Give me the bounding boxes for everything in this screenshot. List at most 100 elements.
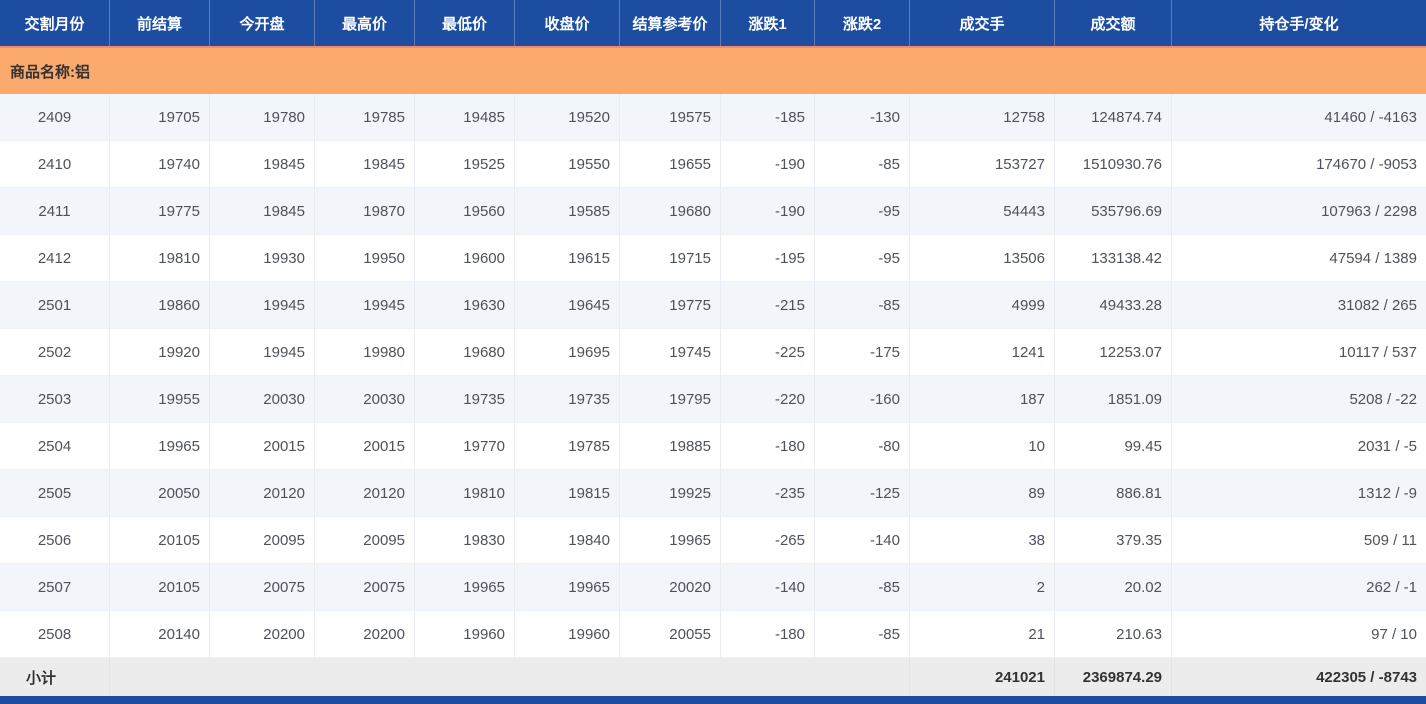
cell-prev_settlement: 19955 xyxy=(110,376,210,423)
cell-high: 20030 xyxy=(315,376,415,423)
cell-settlement_ref: 19795 xyxy=(620,376,721,423)
cell-open: 19945 xyxy=(210,329,315,376)
column-header-low: 最低价 xyxy=(415,0,515,46)
table-row: 2410 19740 19845 19845 19525 19550 19655 -190 -8… xyxy=(0,141,1426,188)
cell-volume: 153727 xyxy=(910,141,1055,188)
column-header-turnover: 成交额 xyxy=(1055,0,1172,46)
cell-open_interest: 107963 / 2298 xyxy=(1172,188,1426,235)
cell-change1: -195 xyxy=(721,235,815,282)
cell-settlement_ref: 19575 xyxy=(620,94,721,141)
cell-settlement_ref: 19745 xyxy=(620,329,721,376)
cell-close: 19550 xyxy=(515,141,620,188)
cell-settlement_ref: 19655 xyxy=(620,141,721,188)
cell-open_interest: 5208 / -22 xyxy=(1172,376,1426,423)
cell-open: 20015 xyxy=(210,423,315,470)
column-header-close: 收盘价 xyxy=(515,0,620,46)
cell-month: 2505 xyxy=(0,470,110,517)
cell-volume: 21 xyxy=(910,611,1055,658)
commodity-name-label: 商品名称:铝 xyxy=(0,46,1426,94)
cell-open_interest: 47594 / 1389 xyxy=(1172,235,1426,282)
cell-open_interest: 262 / -1 xyxy=(1172,564,1426,611)
cell-volume: 89 xyxy=(910,470,1055,517)
cell-low: 19630 xyxy=(415,282,515,329)
cell-month: 2507 xyxy=(0,564,110,611)
cell-turnover: 886.81 xyxy=(1055,470,1172,517)
cell-volume: 38 xyxy=(910,517,1055,564)
cell-turnover: 49433.28 xyxy=(1055,282,1172,329)
cell-prev_settlement: 19705 xyxy=(110,94,210,141)
cell-open_interest: 31082 / 265 xyxy=(1172,282,1426,329)
cell-prev_settlement: 19740 xyxy=(110,141,210,188)
cell-month: 2502 xyxy=(0,329,110,376)
cell-volume: 10 xyxy=(910,423,1055,470)
cell-change2: -80 xyxy=(815,423,910,470)
cell-high: 20120 xyxy=(315,470,415,517)
table-row: 2503 19955 20030 20030 19735 19735 19795 -220 -1… xyxy=(0,376,1426,423)
cell-change1: -225 xyxy=(721,329,815,376)
cell-low: 19830 xyxy=(415,517,515,564)
cell-open: 19845 xyxy=(210,141,315,188)
table-row: 2412 19810 19930 19950 19600 19615 19715 -195 -9… xyxy=(0,235,1426,282)
cell-change1: -235 xyxy=(721,470,815,517)
table-row: 2506 20105 20095 20095 19830 19840 19965 -265 -1… xyxy=(0,517,1426,564)
cell-open_interest: 41460 / -4163 xyxy=(1172,94,1426,141)
cell-turnover: 12253.07 xyxy=(1055,329,1172,376)
table-row: 2508 20140 20200 20200 19960 19960 20055 -180 -8… xyxy=(0,611,1426,658)
cell-month: 2506 xyxy=(0,517,110,564)
cell-prev_settlement: 20140 xyxy=(110,611,210,658)
cell-low: 19525 xyxy=(415,141,515,188)
cell-change1: -180 xyxy=(721,611,815,658)
cell-change2: -95 xyxy=(815,235,910,282)
cell-turnover: 1851.09 xyxy=(1055,376,1172,423)
subtotal-row: 小计 241021 2369874.29 422305 / -8743 xyxy=(0,658,1426,696)
cell-settlement_ref: 20020 xyxy=(620,564,721,611)
cell-turnover: 210.63 xyxy=(1055,611,1172,658)
column-header-change1: 涨跌1 xyxy=(721,0,815,46)
cell-change1: -220 xyxy=(721,376,815,423)
table-header-row: 交割月份 前结算 今开盘 最高价 最低价 收盘价 结算参考价 涨跌1 涨跌2 成交手 成交额 持仓手/… xyxy=(0,0,1426,46)
cell-prev_settlement: 20105 xyxy=(110,564,210,611)
cell-prev_settlement: 19860 xyxy=(110,282,210,329)
cell-close: 19965 xyxy=(515,564,620,611)
cell-low: 19965 xyxy=(415,564,515,611)
cell-close: 19960 xyxy=(515,611,620,658)
commodity-banner-row: 商品名称:铝 xyxy=(0,46,1426,94)
cell-prev_settlement: 19965 xyxy=(110,423,210,470)
cell-turnover: 20.02 xyxy=(1055,564,1172,611)
cell-low: 19680 xyxy=(415,329,515,376)
cell-change1: -215 xyxy=(721,282,815,329)
cell-open: 19780 xyxy=(210,94,315,141)
cell-month: 2412 xyxy=(0,235,110,282)
cell-open: 20120 xyxy=(210,470,315,517)
cell-high: 19950 xyxy=(315,235,415,282)
cell-open_interest: 174670 / -9053 xyxy=(1172,141,1426,188)
cell-change2: -85 xyxy=(815,141,910,188)
cell-volume: 4999 xyxy=(910,282,1055,329)
column-header-high: 最高价 xyxy=(315,0,415,46)
cell-prev_settlement: 20105 xyxy=(110,517,210,564)
cell-change1: -180 xyxy=(721,423,815,470)
cell-open_interest: 97 / 10 xyxy=(1172,611,1426,658)
cell-low: 19960 xyxy=(415,611,515,658)
column-header-volume: 成交手 xyxy=(910,0,1055,46)
cell-close: 19815 xyxy=(515,470,620,517)
cell-high: 19870 xyxy=(315,188,415,235)
cell-low: 19770 xyxy=(415,423,515,470)
cell-high: 20200 xyxy=(315,611,415,658)
cell-month: 2508 xyxy=(0,611,110,658)
cell-close: 19615 xyxy=(515,235,620,282)
subtotal-open-interest: 422305 / -8743 xyxy=(1172,658,1426,696)
cell-open: 19930 xyxy=(210,235,315,282)
cell-settlement_ref: 19965 xyxy=(620,517,721,564)
cell-turnover: 535796.69 xyxy=(1055,188,1172,235)
cell-open: 19845 xyxy=(210,188,315,235)
cell-open_interest: 509 / 11 xyxy=(1172,517,1426,564)
cell-volume: 2 xyxy=(910,564,1055,611)
cell-close: 19840 xyxy=(515,517,620,564)
cell-close: 19785 xyxy=(515,423,620,470)
table-row: 2507 20105 20075 20075 19965 19965 20020 -140 -8… xyxy=(0,564,1426,611)
cell-high: 19845 xyxy=(315,141,415,188)
cell-open: 20095 xyxy=(210,517,315,564)
cell-low: 19485 xyxy=(415,94,515,141)
